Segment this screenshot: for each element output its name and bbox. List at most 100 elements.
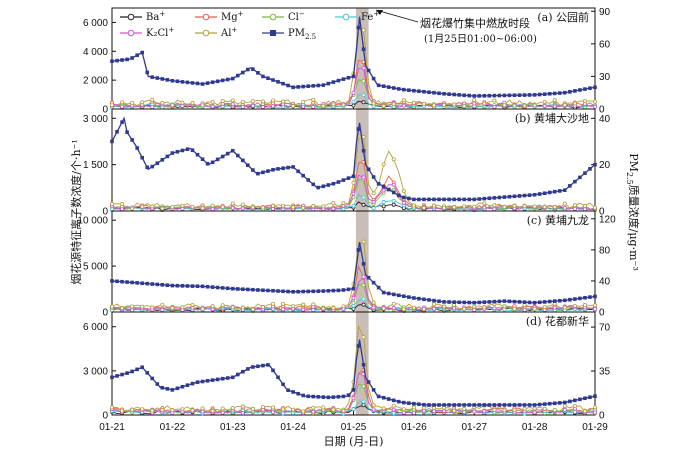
pm25-point — [472, 300, 477, 305]
ion-point — [180, 100, 185, 105]
pm25-point — [145, 371, 150, 375]
ion-point — [391, 403, 396, 408]
pm25-point — [271, 78, 275, 82]
ion-point — [361, 384, 366, 389]
pm25-point — [412, 296, 416, 300]
pm25-point — [316, 289, 321, 293]
pm25-point — [497, 299, 502, 304]
ion-point — [411, 305, 416, 310]
pm25-point — [125, 371, 129, 375]
pm25-point — [361, 148, 366, 153]
ion-point — [230, 305, 235, 310]
pm25-point — [487, 196, 492, 201]
pm25-point — [301, 393, 305, 398]
pm25-point — [391, 292, 396, 297]
legend-label: Cl− — [288, 10, 305, 23]
pm25-point — [140, 365, 144, 370]
pm25-point — [190, 148, 195, 153]
pm25-point — [432, 90, 436, 95]
ion-point — [351, 303, 356, 308]
pm25-point — [457, 300, 461, 305]
legend-label: Fe+ — [361, 10, 379, 23]
ion-point — [270, 405, 275, 410]
pm25-point — [542, 300, 547, 304]
pm25-point — [120, 372, 124, 377]
pm25-point — [180, 284, 185, 288]
ion-point — [361, 202, 366, 207]
pm25-point — [326, 81, 331, 86]
pm25-point — [502, 195, 507, 199]
x-tick-label: 01-25 — [341, 422, 367, 433]
pm25-point — [552, 299, 557, 303]
pm25-point — [261, 170, 265, 175]
pm25-point — [316, 185, 321, 190]
pm25-point — [190, 284, 195, 288]
pm25-point — [180, 80, 185, 84]
pm25-point — [175, 283, 180, 288]
ion-point — [391, 202, 396, 207]
ion-point — [160, 408, 165, 413]
pm25-point — [200, 379, 205, 384]
pm25-point — [311, 182, 316, 187]
pm25-point — [457, 403, 461, 407]
pm25-point — [381, 395, 386, 400]
pm25-point — [165, 154, 170, 159]
x-tick-label: 01-22 — [160, 422, 186, 433]
pm25-point — [346, 75, 351, 80]
pm25-point — [205, 284, 210, 289]
pm25-point — [578, 175, 582, 180]
pm25-point — [557, 401, 562, 405]
ion-point — [512, 306, 517, 311]
ion-point — [381, 162, 386, 167]
pm25-point — [527, 300, 532, 305]
pm25-point — [371, 175, 376, 179]
legend-marker — [127, 13, 135, 21]
ion-point — [301, 302, 306, 307]
pm25-point — [568, 297, 572, 302]
pm25-point — [281, 81, 285, 86]
pm25-point — [341, 394, 346, 399]
annotation-range: (1月25日01:00~06:00) — [424, 33, 537, 45]
pm25-point — [120, 58, 124, 62]
pm25-point — [230, 375, 235, 380]
ion-point — [552, 98, 557, 103]
ion-point — [150, 408, 155, 413]
ion-point — [361, 399, 366, 404]
pm25-point — [557, 189, 562, 193]
pm25-point — [542, 402, 547, 406]
pm25-point — [552, 401, 557, 406]
pm25-point — [482, 300, 487, 304]
right-tick-label: 80 — [599, 245, 611, 256]
left-tick-label: 3 000 — [83, 114, 108, 125]
ion-point — [291, 304, 296, 309]
pm25-point — [563, 90, 567, 95]
ion-point — [572, 404, 577, 409]
pm25-point — [427, 403, 431, 407]
ion-point — [260, 105, 265, 110]
ion-point — [482, 205, 487, 210]
pm25-point — [180, 384, 185, 389]
pm25-point — [447, 403, 451, 407]
pm25-point — [125, 57, 129, 62]
pm25-point — [386, 291, 391, 296]
pm25-point — [542, 92, 547, 96]
panel-title: (a) 公园前 — [537, 10, 589, 24]
left-tick-label: 10 000 — [77, 216, 108, 227]
pm25-point — [522, 193, 527, 198]
ion-point — [150, 97, 155, 102]
pm25-point — [225, 286, 230, 291]
ion-point — [582, 302, 587, 307]
pm25-point — [512, 194, 517, 199]
pm25-point — [185, 80, 190, 85]
pm25-point — [241, 287, 245, 292]
ion-point — [381, 104, 386, 109]
ion-point — [361, 335, 366, 340]
legend-label: Ba+ — [146, 10, 165, 23]
x-tick-label: 01-23 — [220, 422, 246, 433]
pm25-point — [321, 83, 326, 87]
ion-point — [120, 306, 125, 311]
ion-point — [542, 205, 547, 210]
pm25-point — [331, 80, 336, 84]
legend-label: Al+ — [220, 26, 237, 39]
